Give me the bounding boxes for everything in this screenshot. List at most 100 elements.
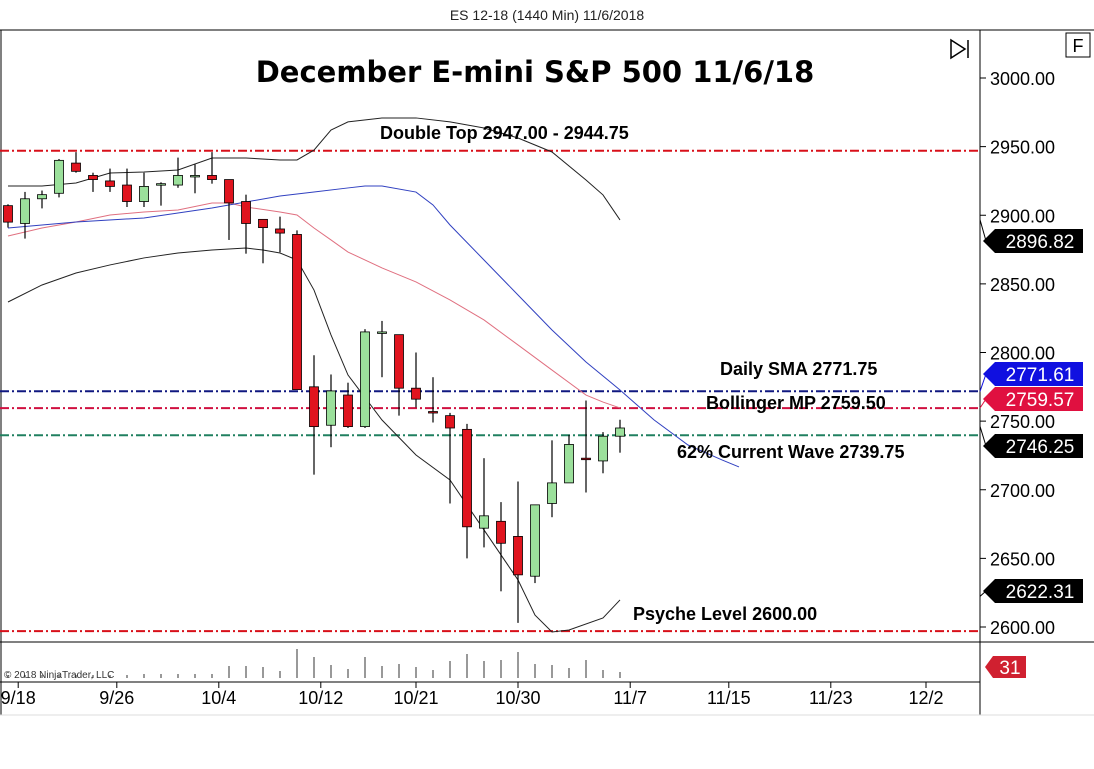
candle: [394, 334, 404, 416]
f-button[interactable]: F: [1065, 32, 1091, 58]
candle: [445, 412, 455, 504]
candle-body: [513, 536, 523, 576]
x-tick-label: 10/4: [201, 688, 236, 708]
price-tag-label: 2746.25: [1006, 437, 1075, 458]
price-tag-label: 2771.61: [1006, 365, 1075, 386]
candle: [343, 382, 353, 428]
x-tick-label: 9/18: [1, 688, 36, 708]
candle: [71, 152, 81, 173]
candle-body: [326, 390, 336, 426]
x-tick-label: 10/21: [393, 688, 438, 708]
x-tick-label: 11/7: [613, 688, 647, 708]
candle: [156, 182, 166, 206]
candle: [173, 157, 183, 188]
candle: [88, 172, 98, 192]
candle-body: [598, 435, 608, 462]
volume-label: 31: [999, 658, 1020, 679]
candle-body: [496, 520, 506, 544]
candle: [598, 432, 608, 474]
candle-body: [581, 457, 591, 461]
price-tag-pointer: [979, 373, 987, 392]
candles: [3, 152, 625, 623]
x-tick-label: 12/2: [908, 688, 943, 708]
candle: [547, 440, 557, 518]
candle: [513, 481, 523, 623]
candle-body: [54, 159, 64, 194]
candle-body: [139, 186, 149, 202]
skip-to-end-icon: [950, 38, 967, 60]
price-axis[interactable]: 3000.00 2950.00 2900.00 2850.00 2800.00 2750.…: [980, 69, 1055, 638]
candle: [462, 423, 472, 559]
price-tag: [983, 362, 1083, 386]
candle-body: [190, 175, 200, 178]
candle: [479, 458, 489, 548]
candle: [326, 374, 336, 448]
price-tag: [983, 579, 1083, 603]
candle-body: [411, 387, 421, 400]
y-tick-label: 2800.00: [990, 344, 1055, 364]
skip-to-end-button[interactable]: [950, 38, 969, 60]
candle-body: [309, 386, 319, 428]
candle-body: [462, 428, 472, 528]
candle-body: [224, 179, 234, 204]
candle-body: [37, 194, 47, 200]
candle: [224, 179, 234, 240]
candle: [309, 355, 319, 475]
y-tick-label: 2600.00: [990, 618, 1055, 638]
annotation-double-top: Double Top 2947.00 - 2944.75: [380, 123, 629, 143]
candle: [54, 158, 64, 198]
x-tick-label: 9/26: [99, 688, 134, 708]
candle: [377, 320, 387, 378]
level-lines: [0, 149, 980, 633]
indicator-lines: [7, 117, 740, 633]
chart-title: December E-mini S&P 500 11/6/18: [256, 55, 815, 89]
candle: [564, 434, 574, 484]
candle: [615, 419, 625, 453]
candle: [428, 377, 438, 423]
daily-sma-line: [7, 185, 740, 468]
price-tag-label: 2622.31: [1006, 582, 1075, 603]
candle: [20, 191, 30, 239]
candle: [360, 329, 370, 428]
f-label: F: [1073, 36, 1084, 56]
price-tag: [983, 434, 1083, 458]
window-title: ES 12-18 (1440 Min) 11/6/2018: [450, 7, 645, 23]
candle-body: [547, 482, 557, 504]
candle: [190, 164, 200, 194]
candle: [275, 216, 285, 253]
candle-body: [343, 394, 353, 428]
candle: [530, 504, 540, 584]
candle-body: [564, 444, 574, 484]
copyright: © 2018 NinjaTrader, LLC: [4, 670, 114, 681]
candle-body: [173, 175, 183, 186]
y-tick-label: 3000.00: [990, 69, 1055, 89]
x-tick-label: 11/15: [707, 688, 751, 708]
annotation-62-wave: 62% Current Wave 2739.75: [677, 442, 904, 462]
annotation-daily-sma: Daily SMA 2771.75: [720, 359, 877, 379]
candle-body: [88, 175, 98, 180]
y-tick-label: 2650.00: [990, 549, 1055, 569]
candle-body: [207, 175, 217, 180]
candle: [122, 168, 132, 208]
candle: [292, 230, 302, 390]
price-tags: 2896.82 2771.61 2759.57 2746.25 2622.31: [979, 219, 1083, 603]
price-tag-label: 2759.57: [1006, 390, 1075, 411]
x-tick-label: 10/30: [495, 688, 540, 708]
candle-body: [479, 515, 489, 529]
candle-body: [258, 218, 268, 229]
price-tag-pointer: [979, 426, 987, 447]
candle: [3, 204, 13, 228]
candle-body: [615, 427, 625, 437]
candle-body: [360, 331, 370, 428]
candle-body: [377, 331, 387, 334]
candle-body: [122, 184, 132, 202]
candle-body: [394, 334, 404, 389]
candle: [496, 502, 506, 592]
candle-body: [156, 183, 166, 186]
date-axis[interactable]: 9/18 9/26 10/4 10/12 10/21 10/30 11/7 11/15 11/2…: [1, 682, 944, 708]
price-tag-label: 2896.82: [1006, 232, 1075, 253]
candle: [241, 194, 251, 254]
volume-bars: 31: [7, 649, 1026, 679]
candle-body: [428, 411, 438, 414]
